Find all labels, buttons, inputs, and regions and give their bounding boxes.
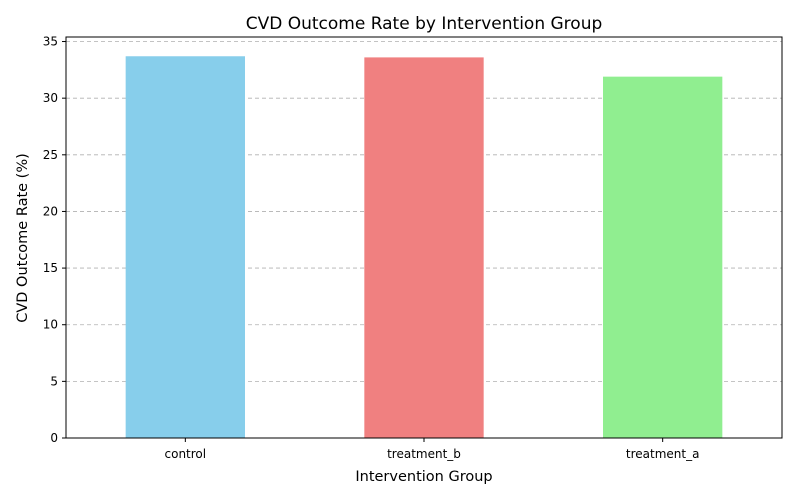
y-tick-label: 20 [43,204,58,218]
y-tick-label: 5 [50,374,58,388]
x-tick-label: treatment_a [626,447,700,461]
y-tick-label: 15 [43,261,58,275]
bars [125,56,723,439]
y-tick-label: 35 [43,35,58,49]
bar-control [125,56,245,439]
y-axis-ticks: 0 5 10 15 20 25 30 35 [43,35,66,445]
y-tick-label: 0 [50,431,58,445]
x-tick-label: treatment_b [387,447,461,461]
x-axis-ticks: control treatment_b treatment_a [165,438,700,461]
bar-treatment-b [364,57,484,438]
y-tick-label: 30 [43,91,58,105]
x-tick-label: control [165,447,207,461]
y-axis-label: CVD Outcome Rate (%) [15,153,31,323]
bar-treatment-a [603,76,723,438]
y-tick-label: 10 [43,318,58,332]
y-tick-label: 25 [43,148,58,162]
chart-title: CVD Outcome Rate by Intervention Group [246,14,603,34]
x-axis-label: Intervention Group [355,469,492,485]
